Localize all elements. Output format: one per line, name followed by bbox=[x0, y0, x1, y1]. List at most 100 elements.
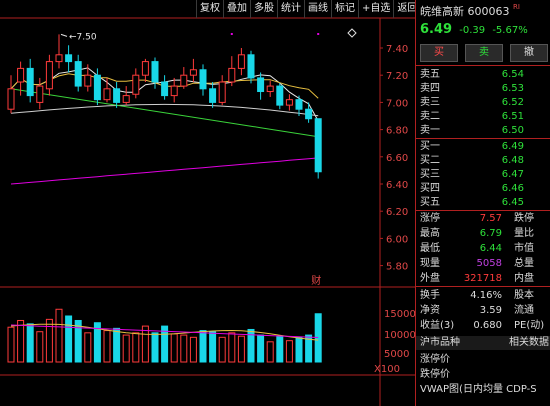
divider bbox=[416, 138, 550, 139]
order-price: 6.54 bbox=[501, 69, 524, 80]
candle-up bbox=[218, 81, 226, 103]
volume-bar bbox=[45, 318, 53, 363]
toolbar-button-draw-line[interactable]: 画线 bbox=[304, 0, 331, 18]
volume-ma5-line bbox=[10, 323, 319, 341]
volume-axis-label: 10000 bbox=[384, 330, 415, 341]
related-data-link[interactable]: 相关数据 bbox=[509, 337, 549, 348]
sell-button[interactable]: 卖 bbox=[465, 44, 503, 62]
sell-order-row[interactable]: 卖五 6.54 bbox=[420, 68, 524, 81]
volume-bar bbox=[36, 331, 44, 363]
candle-down bbox=[295, 99, 303, 110]
order-label: 卖二 bbox=[420, 111, 440, 122]
fundamental-label: 换手 bbox=[420, 290, 440, 301]
stat-label-2: 市值 bbox=[514, 243, 534, 254]
stat-row: 最高 6.79 量比 bbox=[420, 227, 550, 240]
order-price: 6.48 bbox=[501, 155, 524, 166]
price-axis-label: 6.80 bbox=[386, 126, 408, 137]
toolbar-button-mark[interactable]: 标记 bbox=[331, 0, 358, 18]
price-axis-label: 6.60 bbox=[386, 153, 408, 164]
buy-order-row[interactable]: 买四 6.46 bbox=[420, 182, 524, 195]
toolbar-button-overlay[interactable]: 叠加 bbox=[223, 0, 250, 18]
candle-up bbox=[237, 54, 245, 69]
stock-name: 皖维高新 bbox=[420, 5, 464, 18]
candle-up bbox=[266, 85, 274, 93]
price-axis-label: 5.80 bbox=[386, 262, 408, 273]
cancel-order-button[interactable]: 撤 bbox=[510, 44, 548, 62]
volume-bar bbox=[161, 325, 169, 363]
order-label: 买三 bbox=[420, 169, 440, 180]
buy-order-row[interactable]: 买三 6.47 bbox=[420, 168, 524, 181]
sell-order-row[interactable]: 卖二 6.51 bbox=[420, 110, 524, 123]
toolbar-button-back[interactable]: 返回 bbox=[393, 0, 420, 18]
stat-row: 外盘 321718 内盘 bbox=[420, 272, 550, 285]
candle-down bbox=[314, 118, 322, 173]
volume-bar bbox=[84, 332, 92, 363]
candle-down bbox=[74, 61, 82, 87]
volume-bar bbox=[26, 323, 34, 363]
order-label: 卖四 bbox=[420, 83, 440, 94]
candle-down bbox=[65, 54, 73, 63]
candle-down bbox=[257, 77, 265, 93]
price-row: 6.49 -0.39 -5.67% bbox=[420, 22, 528, 37]
candle-up bbox=[55, 54, 63, 63]
volume-bar bbox=[7, 326, 15, 363]
volume-bar bbox=[218, 336, 226, 363]
sell-order-row[interactable]: 卖一 6.50 bbox=[420, 124, 524, 137]
fundamental-label-2: 流通 bbox=[514, 305, 534, 316]
stat-label: 外盘 bbox=[420, 273, 440, 284]
candlestick-chart[interactable]: 7.40 7.20 7.00 6.80 6.60 6.40 6.20 6.00 5.80 1500… bbox=[0, 0, 415, 406]
volume-bar bbox=[305, 334, 313, 363]
volume-bar bbox=[237, 335, 245, 363]
buy-order-row[interactable]: 买一 6.49 bbox=[420, 140, 524, 153]
sector-item[interactable]: VWAP图(日内均量 CDP-S bbox=[420, 384, 537, 395]
volume-bar bbox=[285, 340, 293, 363]
toolbar-button-statistics[interactable]: 统计 bbox=[277, 0, 304, 18]
sector-item[interactable]: 跌停价 bbox=[420, 369, 450, 380]
fundamental-value: 4.16% bbox=[470, 290, 502, 301]
stat-label-2: 总量 bbox=[514, 258, 534, 269]
buy-order-row[interactable]: 买五 6.45 bbox=[420, 196, 524, 209]
volume-bar bbox=[93, 322, 101, 363]
fundamental-row: 收益(3) 0.680 PE(动) bbox=[420, 319, 550, 332]
volume-bar bbox=[170, 333, 178, 363]
candle-up bbox=[189, 69, 197, 76]
price-axis-label: 7.00 bbox=[386, 98, 408, 109]
divider bbox=[416, 286, 550, 287]
stat-label-2: 量比 bbox=[514, 228, 534, 239]
quote-panel: 皖维高新 600063 RI 6.49 -0.39 -5.67% 买 卖 撤 卖… bbox=[415, 0, 550, 406]
ma30-line bbox=[10, 88, 319, 138]
stat-row: 最低 6.44 市值 bbox=[420, 242, 550, 255]
buy-order-row[interactable]: 买二 6.48 bbox=[420, 154, 524, 167]
fundamental-value: 3.59 bbox=[479, 305, 502, 316]
buy-button[interactable]: 买 bbox=[420, 44, 458, 62]
stat-label: 最低 bbox=[420, 243, 440, 254]
current-price: 6.49 bbox=[420, 22, 453, 37]
fundamental-label: 净资 bbox=[420, 305, 440, 316]
candle-up bbox=[170, 85, 178, 97]
sell-order-row[interactable]: 卖四 6.53 bbox=[420, 82, 524, 95]
order-price: 6.51 bbox=[501, 111, 524, 122]
sell-order-row[interactable]: 卖三 6.52 bbox=[420, 96, 524, 109]
toolbar-button-restore-rights[interactable]: 复权 bbox=[196, 0, 223, 18]
fundamental-label: 收益(3) bbox=[420, 320, 455, 331]
order-label: 卖三 bbox=[420, 97, 440, 108]
volume-bar bbox=[266, 341, 274, 363]
volume-bar bbox=[295, 336, 303, 363]
candle-up bbox=[36, 85, 44, 103]
volume-bar bbox=[276, 335, 284, 363]
candle-down bbox=[113, 88, 121, 103]
toolbar-button-add-watchlist[interactable]: +自选 bbox=[358, 0, 393, 18]
order-price: 6.53 bbox=[501, 83, 524, 94]
fundamental-label-2: 股本 bbox=[514, 290, 534, 301]
volume-bar bbox=[122, 334, 130, 363]
stock-title: 皖维高新 600063 RI bbox=[420, 3, 520, 19]
fundamental-value: 0.680 bbox=[473, 320, 502, 331]
sector-item[interactable]: 涨停价 bbox=[420, 354, 450, 365]
candle-up bbox=[285, 99, 293, 106]
stat-value: 7.57 bbox=[479, 213, 502, 224]
order-price: 6.47 bbox=[501, 169, 524, 180]
fundamental-row: 换手 4.16% 股本 bbox=[420, 289, 550, 302]
event-dot bbox=[230, 33, 233, 35]
volume-bar bbox=[228, 332, 236, 363]
toolbar-button-multi-stock[interactable]: 多股 bbox=[250, 0, 277, 18]
